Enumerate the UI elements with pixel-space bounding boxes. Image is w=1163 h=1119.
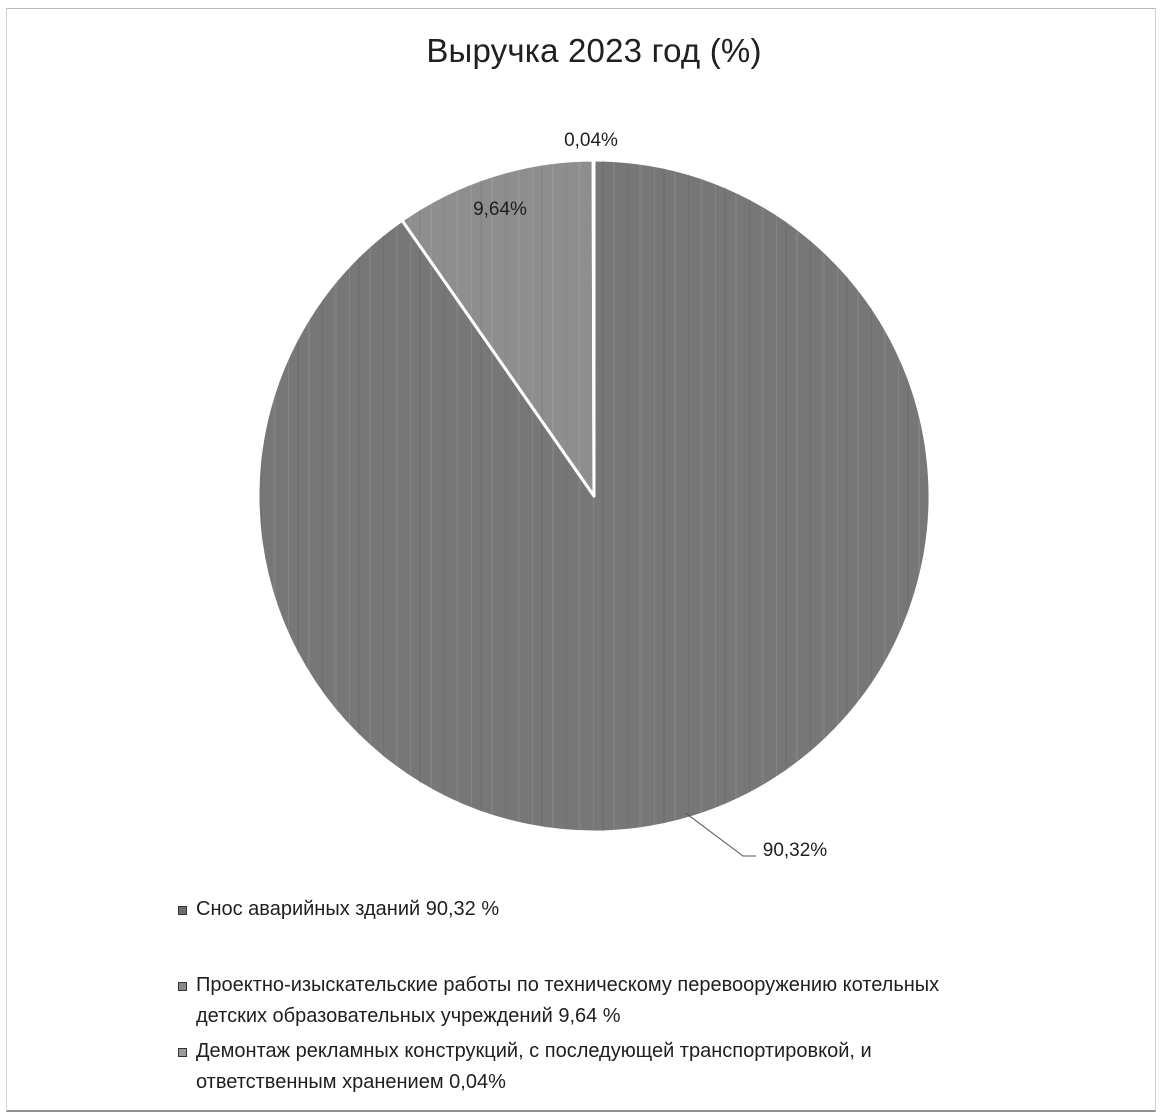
data-label-dismantling: 0,04%: [564, 130, 618, 151]
legend-item-dismantling: Демонтаж рекламных конструкций, с послед…: [178, 1040, 872, 1098]
legend-marker-icon: [178, 1048, 187, 1057]
chart-title: Выручка 2023 год (%): [426, 32, 762, 69]
legend-marker-icon: [178, 982, 187, 991]
legend-label-line: Демонтаж рекламных конструкций, с послед…: [196, 1040, 872, 1062]
legend-label-line: Снос аварийных зданий 90,32 %: [196, 898, 500, 920]
page-frame: [6, 8, 1156, 1112]
legend-label: Демонтаж рекламных конструкций, с послед…: [196, 1036, 872, 1098]
pie-slice-texture: [402, 160, 594, 496]
data-label-leader-line: [685, 812, 756, 857]
data-label-design-survey: 9,64%: [473, 199, 527, 220]
legend-label: Снос аварийных зданий 90,32 %: [196, 894, 499, 925]
legend-label-line: ответственным хранением 0,04%: [196, 1071, 506, 1093]
pie-slice-texture: [593, 159, 594, 496]
legend-label-line: детских образовательных учреждений 9,64 …: [196, 1005, 621, 1027]
legend-item-demolition: Снос аварийных зданий 90,32 %: [178, 898, 499, 925]
legend-label-line: Проектно-изыскательские работы по технич…: [196, 974, 940, 996]
legend-label: Проектно-изыскательские работы по технич…: [196, 970, 939, 1032]
legend-item-design-survey: Проектно-изыскательские работы по технич…: [178, 974, 939, 1032]
data-label-demolition: 90,32%: [763, 840, 828, 861]
legend-marker-icon: [178, 906, 187, 915]
